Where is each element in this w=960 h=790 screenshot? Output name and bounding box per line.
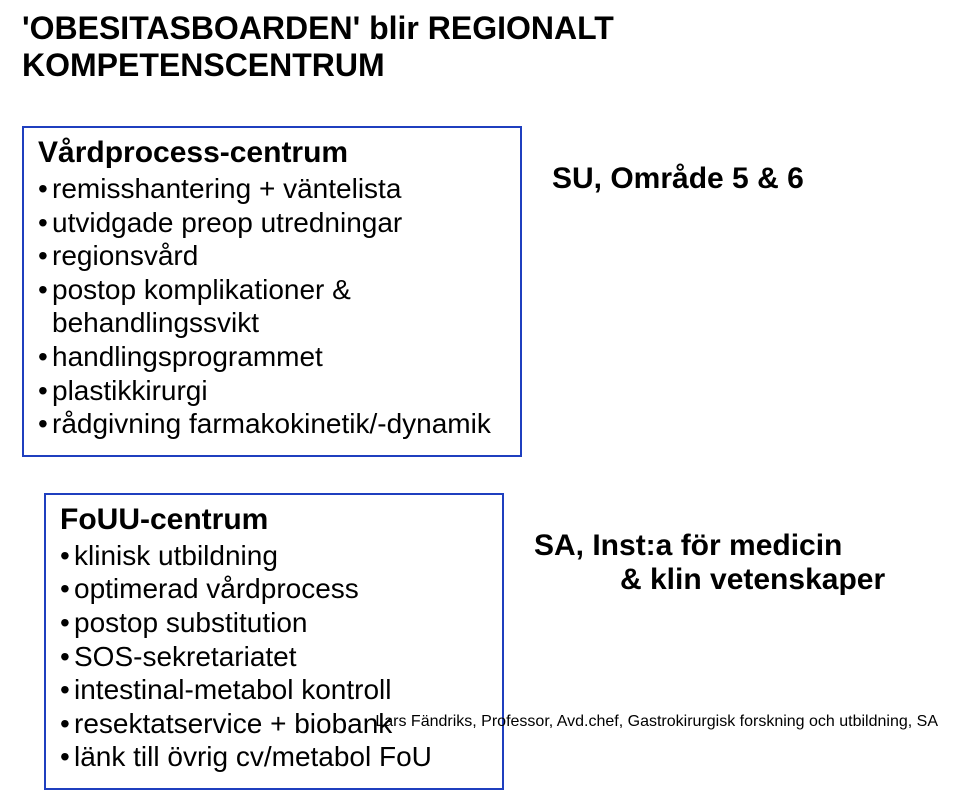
slide-title: 'OBESITASBOARDEN' blir REGIONALT KOMPETE… (22, 10, 938, 84)
row-1: Vårdprocess-centrum remisshantering + vä… (22, 126, 938, 457)
box2-label-line2: & klin vetenskaper (534, 563, 885, 598)
list-item: länk till övrig cv/metabol FoU (60, 740, 488, 774)
list-item: SOS-sekretariatet (60, 640, 488, 674)
vardprocess-heading: Vårdprocess-centrum (38, 136, 506, 170)
fouu-box: FoUU-centrum klinisk utbildning optimera… (44, 493, 504, 790)
vardprocess-list: remisshantering + väntelista utvidgade p… (38, 172, 506, 441)
vardprocess-box: Vårdprocess-centrum remisshantering + vä… (22, 126, 522, 457)
list-item: klinisk utbildning (60, 539, 488, 573)
list-item: optimerad vårdprocess (60, 572, 488, 606)
box2-label: SA, Inst:a för medicin & klin vetenskape… (534, 529, 885, 598)
list-item: postop substitution (60, 606, 488, 640)
row-2: FoUU-centrum klinisk utbildning optimera… (22, 493, 938, 790)
fouu-list: klinisk utbildning optimerad vårdprocess… (60, 539, 488, 774)
fouu-heading: FoUU-centrum (60, 503, 488, 537)
footer-attribution: Lars Fändriks, Professor, Avd.chef, Gast… (375, 713, 938, 731)
slide-page: 'OBESITASBOARDEN' blir REGIONALT KOMPETE… (0, 0, 960, 749)
box1-label: SU, Område 5 & 6 (552, 162, 804, 196)
list-item: utvidgade preop utredningar (38, 206, 506, 240)
box2-label-line1: SA, Inst:a för medicin (534, 529, 885, 564)
list-item: remisshantering + väntelista (38, 172, 506, 206)
list-item: handlingsprogrammet (38, 340, 506, 374)
list-item: plastikkirurgi (38, 374, 506, 408)
list-item: postop komplikationer & behandlingssvikt (38, 273, 506, 340)
list-item: intestinal-metabol kontroll (60, 673, 488, 707)
list-item: regionsvård (38, 239, 506, 273)
list-item: rådgivning farmakokinetik/-dynamik (38, 407, 506, 441)
